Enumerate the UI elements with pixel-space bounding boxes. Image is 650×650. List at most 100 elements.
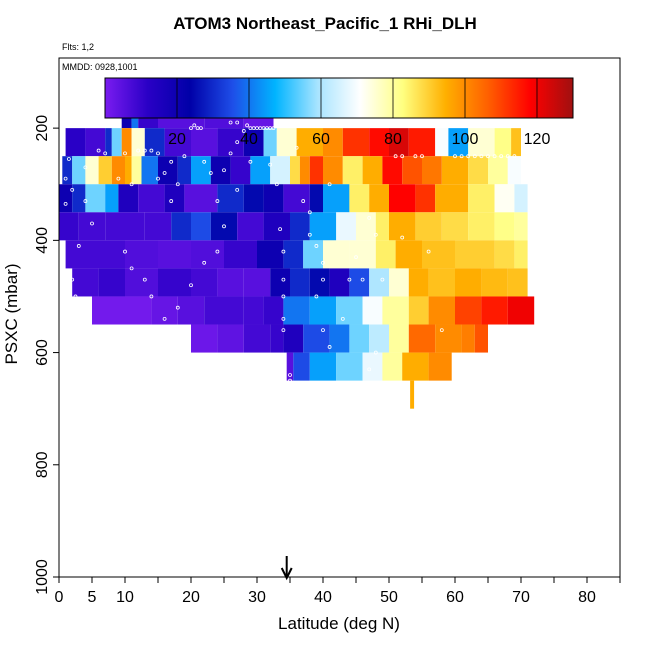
sample-point [439,328,444,333]
sample-point [83,325,88,330]
heatmap-cell [105,184,119,213]
heatmap-cell [329,268,350,297]
heatmap-cell [243,128,264,157]
sample-point [360,277,365,282]
heatmap-cell [263,184,284,213]
heatmap-cell [204,296,244,325]
sample-point [278,227,283,232]
sample-point [307,232,312,237]
heatmap-cell [158,268,191,297]
colorbar-tick-label: 40 [240,131,258,148]
heatmap-cell [507,268,528,297]
colorbar-bar [104,77,574,119]
heatmap-cell [85,128,106,157]
heatmap-cell [362,352,383,381]
sample-point [288,373,292,377]
heatmap-cell [177,296,205,325]
heatmap-cell [455,296,482,325]
heatmap-cell [514,240,528,269]
heatmap-cell [323,156,343,185]
heatmap-cell [382,156,403,185]
heatmap-cell [303,324,330,353]
heatmap-cell [395,240,422,269]
heatmap-cell [369,128,389,157]
heatmap-cell [217,184,244,213]
heatmap-cell [389,184,416,213]
heatmap-cell [323,184,350,213]
heatmap-cell [299,156,310,185]
heatmap-cell [210,212,238,241]
heatmap-cell [309,352,337,381]
heatmap-cell [293,352,310,381]
sample-point [373,350,378,355]
heatmap-cell [217,324,244,353]
heatmap-cell [250,156,271,185]
heatmap-cell [488,156,508,185]
sample-point [189,283,193,288]
sample-point [123,151,127,156]
heatmap-cell [448,128,469,157]
sample-point [235,187,240,192]
sample-point [373,232,378,237]
sample-point [479,154,484,159]
sample-point [76,244,81,248]
sample-point [281,317,286,321]
heatmap-cell [309,268,330,297]
sample-point [83,165,88,170]
sample-point [149,294,154,299]
heatmap-cell [125,156,132,185]
heatmap-cell [369,268,389,297]
sample-point [307,210,312,215]
heatmap-cell [441,156,469,185]
sample-point [90,221,94,226]
sample-point [142,277,147,282]
heatmap-cell [283,184,310,213]
x-tick-label: 0 [55,589,64,606]
heatmap-cell [309,296,337,325]
heatmap-cell [474,324,488,353]
heatmap-cell [389,268,409,297]
heatmap-cell [98,156,112,185]
sample-point [248,159,253,164]
sample-point [149,148,154,153]
heatmap-cell [342,156,363,185]
colorbar-tick-label: 120 [524,131,551,148]
colorbar: 20 40 60 80 100 120 [104,77,574,148]
sample-point [472,154,477,159]
heatmap-cell [92,240,125,269]
heatmap-cell [121,128,132,157]
y-tick-label: 800 [34,451,51,478]
heatmap-cell [369,324,389,353]
heatmap-cell [158,156,178,185]
sample-point [393,154,398,159]
sample-point [162,171,167,175]
sample-point [162,317,167,321]
sample-point [512,154,517,159]
heatmap-cell [362,156,383,185]
sample-point [281,277,286,282]
heatmap-cell [118,184,139,213]
heatmap-cell [62,156,73,185]
y-tick-label: 200 [34,115,51,142]
heatmap-cell [415,212,442,241]
heatmap-cell [428,352,452,381]
heatmap-cell [151,296,178,325]
heatmap-cell [336,296,363,325]
sample-point [301,199,306,203]
sample-point [63,176,68,181]
sample-point [274,182,279,187]
heatmap-cell [408,296,429,325]
heatmap-cell [283,296,310,325]
heatmap-cell [283,240,304,269]
sample-point [420,154,424,159]
x-axis-label: Latitude (deg N) [278,614,400,633]
sample-point [380,277,385,282]
sample-point [192,123,197,128]
sample-point [466,154,471,159]
heatmap-cell [65,240,92,269]
heatmap-cell [125,212,145,241]
heatmap-cell [270,268,290,297]
sample-point [129,182,134,187]
heatmap-cell [164,128,191,157]
sample-point [367,216,372,220]
